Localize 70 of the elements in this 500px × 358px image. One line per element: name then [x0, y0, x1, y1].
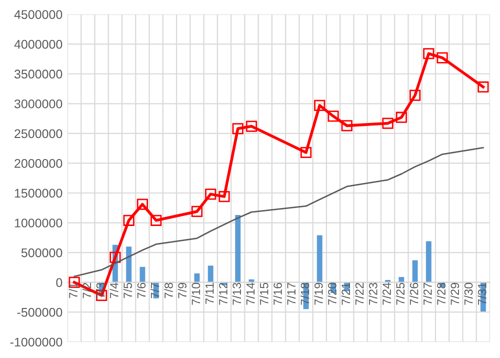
y-tick-label: 2500000 [14, 129, 62, 138]
x-tick-label: 7/20 [328, 282, 336, 305]
x-tick-label: 7/21 [341, 282, 350, 305]
point [191, 206, 203, 218]
x-tick-label: 7/5 [123, 282, 132, 298]
x-tick-label: 7/31 [478, 282, 486, 305]
y-tick-label: 1500000 [14, 188, 62, 198]
point [232, 123, 244, 134]
point [314, 100, 326, 111]
x-tick-label: 7/24 [382, 282, 391, 305]
x-tick-label: 7/28 [436, 282, 446, 305]
x-tick-label: 7/22 [355, 282, 364, 305]
bar [426, 241, 432, 282]
x-tick-label: 7/9 [178, 282, 187, 298]
bar [126, 246, 132, 282]
point [328, 110, 339, 122]
x-tick-label: 7/16 [273, 282, 282, 305]
x-tick-label: 7/17 [286, 282, 296, 305]
point [436, 52, 448, 64]
bar [140, 266, 146, 282]
x-tick-label: 7/26 [410, 282, 418, 305]
y-tick-label: 3500000 [14, 70, 62, 79]
x-tick-label: 7/12 [218, 282, 228, 305]
point [382, 118, 394, 129]
point [478, 81, 489, 93]
x-tick-label: 7/2 [82, 282, 92, 298]
point [396, 112, 407, 123]
y-tick-label: 3000000 [14, 99, 62, 108]
y-tick-label: 0 [56, 278, 62, 287]
point [150, 214, 162, 226]
point [246, 120, 258, 132]
point [205, 188, 216, 200]
x-tick-label: 7/15 [260, 282, 268, 305]
point [218, 191, 230, 202]
x-tick-label: 7/1 [68, 282, 78, 298]
bar [316, 235, 322, 282]
point [110, 252, 121, 263]
y-tick-label: 2000000 [14, 159, 62, 168]
point [423, 48, 434, 60]
point [300, 146, 312, 158]
x-tick-label: 7/13 [232, 282, 242, 305]
x-tick-label: 7/14 [246, 282, 255, 305]
y-tick-label: 500000 [21, 248, 62, 258]
x-tick-label: 7/8 [164, 282, 173, 298]
y-tick-label: 1000000 [14, 218, 62, 228]
x-tick-label: 7/19 [314, 282, 323, 305]
y-tick-label: 4500000 [14, 10, 62, 19]
bar [412, 260, 418, 282]
y-tick-label: 4000000 [14, 40, 62, 49]
x-tick-label: 7/11 [205, 282, 214, 304]
y-tick-label: -1000000 [10, 338, 62, 347]
x-tick-label: 7/7 [150, 282, 160, 298]
bar [235, 215, 241, 282]
x-tick-label: 7/23 [368, 282, 378, 305]
x-tick-label: 7/25 [396, 282, 405, 305]
point [136, 198, 148, 210]
point [123, 214, 134, 226]
x-tick-label: 7/3 [96, 282, 105, 298]
point [409, 90, 421, 101]
x-tick-label: 7/29 [450, 282, 460, 305]
x-tick-label: 7/4 [110, 282, 118, 298]
x-tick-label: 7/30 [464, 282, 473, 305]
y-tick-label: -500000 [17, 308, 62, 317]
x-tick-label: 7/6 [136, 282, 146, 298]
bar [398, 276, 404, 282]
point [341, 120, 352, 132]
bar [208, 266, 214, 282]
x-tick-label: 7/18 [300, 282, 310, 305]
x-tick-label: 7/27 [423, 282, 432, 305]
x-tick-label: 7/10 [191, 282, 200, 305]
